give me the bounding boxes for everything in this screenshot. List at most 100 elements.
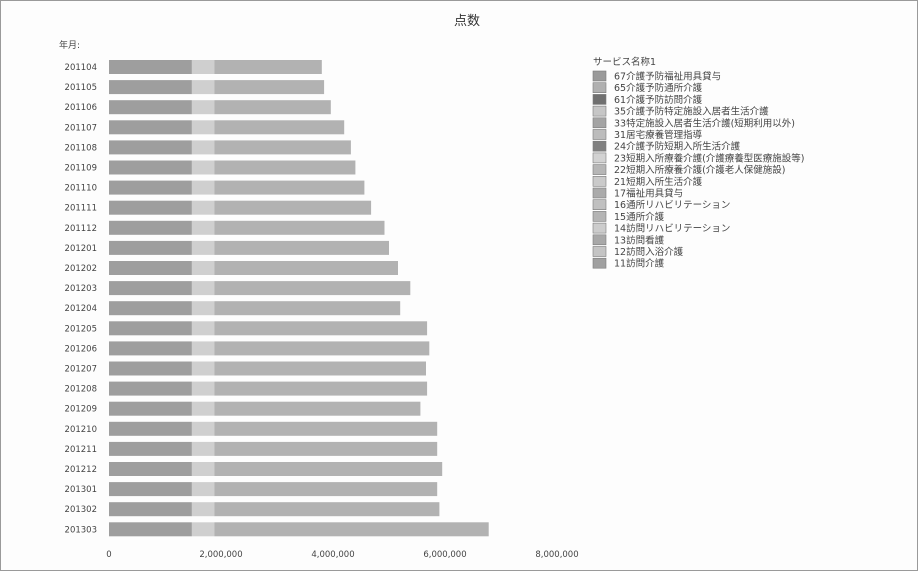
legend-item-label: 67介護予防福祉用具貸与 <box>614 71 721 83</box>
bar-segment <box>109 341 192 356</box>
x-tick-label: 4,000,000 <box>311 550 354 560</box>
legend-swatch <box>592 234 607 246</box>
bar-segment <box>191 220 215 235</box>
legend-item-label: 11訪問介護 <box>614 258 665 270</box>
y-category-label: 201204 <box>65 304 97 314</box>
y-category-label: 201105 <box>65 83 97 93</box>
bar-segment <box>109 180 192 195</box>
x-tick-label: 0 <box>106 550 111 560</box>
bar-segment <box>109 140 192 155</box>
y-category-label: 201208 <box>65 385 97 395</box>
y-axis-label: 年月: <box>59 39 80 51</box>
bar-segment <box>191 341 215 356</box>
y-category-label: 201110 <box>65 184 97 194</box>
legend-swatch <box>592 152 607 164</box>
legend-item-label: 16通所リハビリテーション <box>614 200 730 211</box>
legend-swatch <box>592 82 607 93</box>
bar-segment <box>109 522 192 537</box>
bar-segment <box>191 200 215 215</box>
legend-item-label: 14訪問リハビリテーション <box>614 223 730 235</box>
bar-segment <box>191 60 215 74</box>
bar-segment <box>109 401 192 416</box>
legend-swatch <box>592 211 607 222</box>
bar-segment <box>214 140 351 155</box>
bar-segment <box>191 180 215 195</box>
bar-segment <box>191 482 215 497</box>
bar-segment <box>191 261 215 275</box>
bar-segment <box>109 441 192 456</box>
legend-swatch <box>592 164 607 175</box>
bar-segment <box>214 120 345 135</box>
bar-segment <box>191 522 215 537</box>
legend-swatch <box>592 117 607 129</box>
bar-segment <box>191 421 215 436</box>
bar-segment <box>191 361 215 376</box>
legend-item-label: 21短期入所生活介護 <box>614 176 703 188</box>
bar-segment <box>109 261 192 275</box>
bar-segment <box>109 240 192 255</box>
legend-item-label: 12訪問入浴介護 <box>614 246 684 258</box>
bar-segment <box>191 160 215 175</box>
bar-segment <box>191 381 215 396</box>
legend-swatch <box>592 94 607 105</box>
legend: サービス名称1 67介護予防福祉用具貸与65介護予防通所介護61介護予防訪問介護… <box>592 56 805 270</box>
y-category-label: 201108 <box>65 143 97 153</box>
legend-swatch <box>592 129 607 140</box>
bar-segment <box>191 240 215 255</box>
bar-segment <box>109 381 192 396</box>
bar-segment <box>214 220 385 235</box>
legend-item-label: 17福祉用具貸与 <box>614 188 683 200</box>
y-category-label: 201301 <box>65 485 97 495</box>
legend-item-label: 35介護予防特定施設入居者生活介護 <box>614 106 769 118</box>
y-category-labels: 201104 201105 201106 201107 201108 201109 2011… <box>65 63 97 535</box>
y-category-label: 201104 <box>65 63 97 73</box>
legend-swatch <box>592 105 607 117</box>
bar-segment <box>191 120 215 135</box>
bar-segment <box>109 462 192 476</box>
bar-segment <box>214 321 428 336</box>
y-category-label: 201303 <box>65 525 97 535</box>
bar-segment <box>214 100 331 115</box>
legend-item-label: 13訪問看護 <box>614 234 665 246</box>
bar-segment <box>214 381 428 396</box>
bar-segment <box>214 80 325 95</box>
bar-segment <box>214 462 443 476</box>
y-category-label: 201302 <box>65 505 97 515</box>
y-category-label: 201112 <box>65 224 97 234</box>
legend-swatch <box>592 70 607 82</box>
bar-segment <box>191 502 215 517</box>
y-category-label: 201202 <box>65 264 97 274</box>
x-tick-label: 6,000,000 <box>423 550 466 560</box>
legend-title: サービス名称1 <box>593 56 656 68</box>
bar-segment <box>191 100 215 115</box>
bar-segment <box>109 361 192 376</box>
bar-segment <box>214 502 440 517</box>
bar-segment <box>214 441 438 456</box>
bar-segment <box>214 240 389 255</box>
bar-segment <box>214 160 356 175</box>
bar-segment <box>191 462 215 476</box>
chart-title: 点数 <box>454 14 480 29</box>
legend-item-label: 23短期入所療養介護(介護療養型医療施設等) <box>614 152 805 164</box>
legend-item-label: 33特定施設入居者生活介護(短期利用以外) <box>614 117 795 129</box>
bar-segment <box>214 421 438 436</box>
legend-item-label: 24介護予防短期入所生活介護 <box>614 141 741 153</box>
bar-segment <box>191 301 215 316</box>
legend-item-label: 22短期入所療養介護(介護老人保健施設) <box>614 164 786 176</box>
bar-segment <box>109 281 192 296</box>
bar-segment <box>109 502 192 517</box>
y-category-label: 201203 <box>65 284 97 294</box>
bar-segment <box>214 482 438 497</box>
bar-segment <box>109 482 192 497</box>
bar-segment <box>109 60 192 74</box>
x-tick-labels: 0 2,000,000 4,000,000 6,000,000 8,000,000 <box>106 550 578 560</box>
y-category-label: 201212 <box>65 465 97 475</box>
bar-segment <box>109 200 192 215</box>
bar-segment <box>214 200 372 215</box>
legend-item-label: 31居宅療養管理指導 <box>614 129 703 141</box>
y-category-label: 201109 <box>65 164 97 174</box>
y-category-label: 201206 <box>65 344 97 354</box>
bar-segment <box>109 321 192 336</box>
bar-segment <box>214 281 411 296</box>
